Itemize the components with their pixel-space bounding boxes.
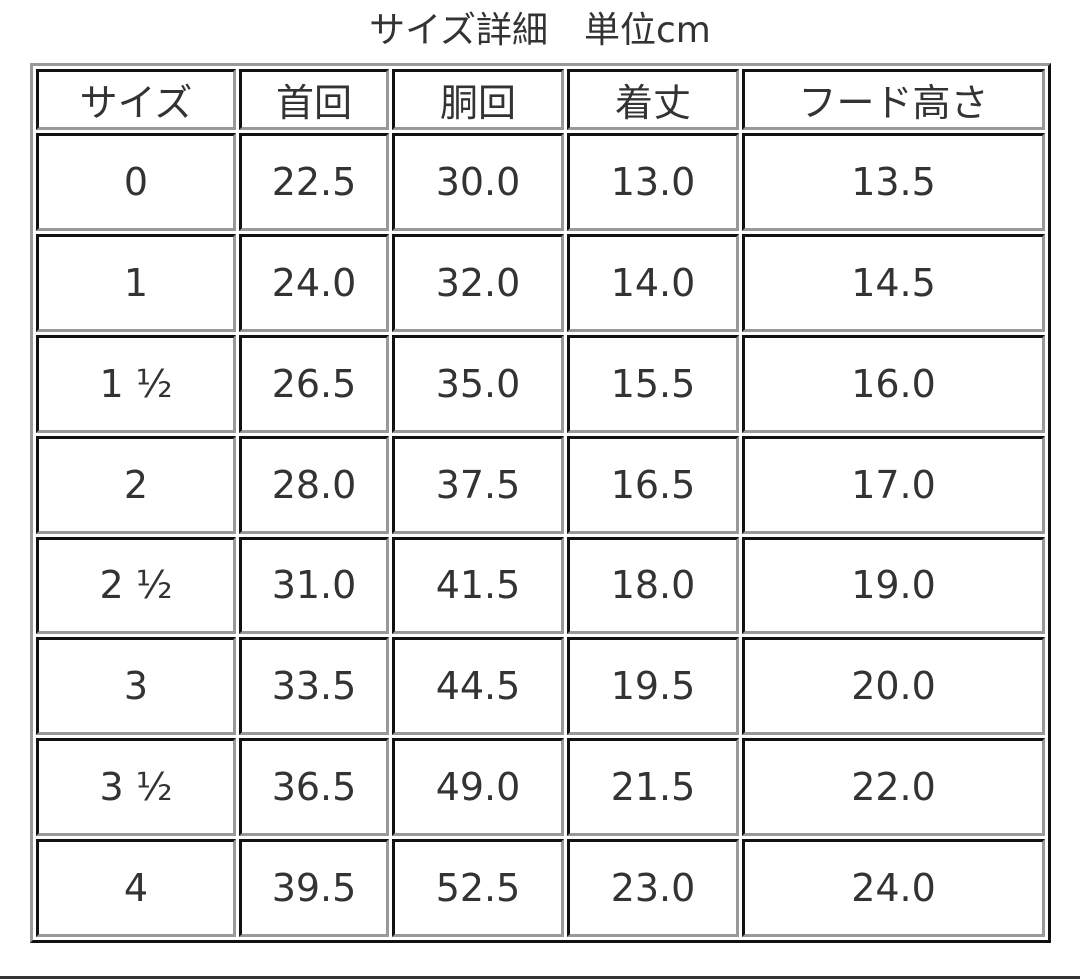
table-cell: 33.5 — [239, 637, 389, 736]
table-cell: 21.5 — [567, 738, 739, 837]
table-cell: 18.0 — [567, 536, 739, 635]
table-row: 3 ½ 36.5 49.0 21.5 22.0 — [36, 738, 1045, 837]
table-cell: 17.0 — [742, 435, 1045, 534]
table-cell: 2 — [36, 435, 236, 534]
size-table: サイズ 首回 胴回 着丈 フード高さ 0 22.5 30.0 13.0 13.5 1 24.0 32.… — [30, 63, 1051, 943]
table-row: 1 24.0 32.0 14.0 14.5 — [36, 233, 1045, 332]
table-row: 2 ½ 31.0 41.5 18.0 19.0 — [36, 536, 1045, 635]
table-row: 0 22.5 30.0 13.0 13.5 — [36, 133, 1045, 231]
table-cell: 2 ½ — [36, 536, 236, 635]
table-cell: 14.0 — [567, 233, 739, 332]
table-cell: 23.0 — [567, 839, 739, 937]
table-cell: 39.5 — [239, 839, 389, 937]
table-cell: 1 — [36, 233, 236, 332]
table-cell: 1 ½ — [36, 334, 236, 433]
table-cell: 19.5 — [567, 637, 739, 736]
table-cell: 26.5 — [239, 334, 389, 433]
table-cell: 16.5 — [567, 435, 739, 534]
table-cell: 24.0 — [742, 839, 1045, 937]
table-cell: 13.5 — [742, 133, 1045, 231]
table-row: 4 39.5 52.5 23.0 24.0 — [36, 839, 1045, 937]
table-cell: 4 — [36, 839, 236, 937]
table-cell: 24.0 — [239, 233, 389, 332]
column-header: 首回 — [239, 69, 389, 130]
column-header: フード高さ — [742, 69, 1045, 130]
page-title: サイズ詳細 単位cm — [369, 10, 711, 51]
table-cell: 30.0 — [392, 133, 564, 231]
column-header: 胴回 — [392, 69, 564, 130]
table-cell: 52.5 — [392, 839, 564, 937]
table-cell: 35.0 — [392, 334, 564, 433]
table-cell: 28.0 — [239, 435, 389, 534]
table-cell: 3 ½ — [36, 738, 236, 837]
table-cell: 15.5 — [567, 334, 739, 433]
table-cell: 19.0 — [742, 536, 1045, 635]
table-cell: 0 — [36, 133, 236, 231]
table-cell: 22.0 — [742, 738, 1045, 837]
table-cell: 44.5 — [392, 637, 564, 736]
column-header: サイズ — [36, 69, 236, 130]
divider — [0, 976, 1080, 979]
table-row: 1 ½ 26.5 35.0 15.5 16.0 — [36, 334, 1045, 433]
table-header-row: サイズ 首回 胴回 着丈 フード高さ — [36, 69, 1045, 130]
column-header: 着丈 — [567, 69, 739, 130]
table-cell: 13.0 — [567, 133, 739, 231]
table-cell: 37.5 — [392, 435, 564, 534]
table-row: 2 28.0 37.5 16.5 17.0 — [36, 435, 1045, 534]
table-cell: 14.5 — [742, 233, 1045, 332]
table-cell: 32.0 — [392, 233, 564, 332]
table-cell: 20.0 — [742, 637, 1045, 736]
table-cell: 36.5 — [239, 738, 389, 837]
table-row: 3 33.5 44.5 19.5 20.0 — [36, 637, 1045, 736]
table-cell: 49.0 — [392, 738, 564, 837]
table-cell: 22.5 — [239, 133, 389, 231]
table-cell: 31.0 — [239, 536, 389, 635]
table-cell: 3 — [36, 637, 236, 736]
table-cell: 16.0 — [742, 334, 1045, 433]
table-cell: 41.5 — [392, 536, 564, 635]
